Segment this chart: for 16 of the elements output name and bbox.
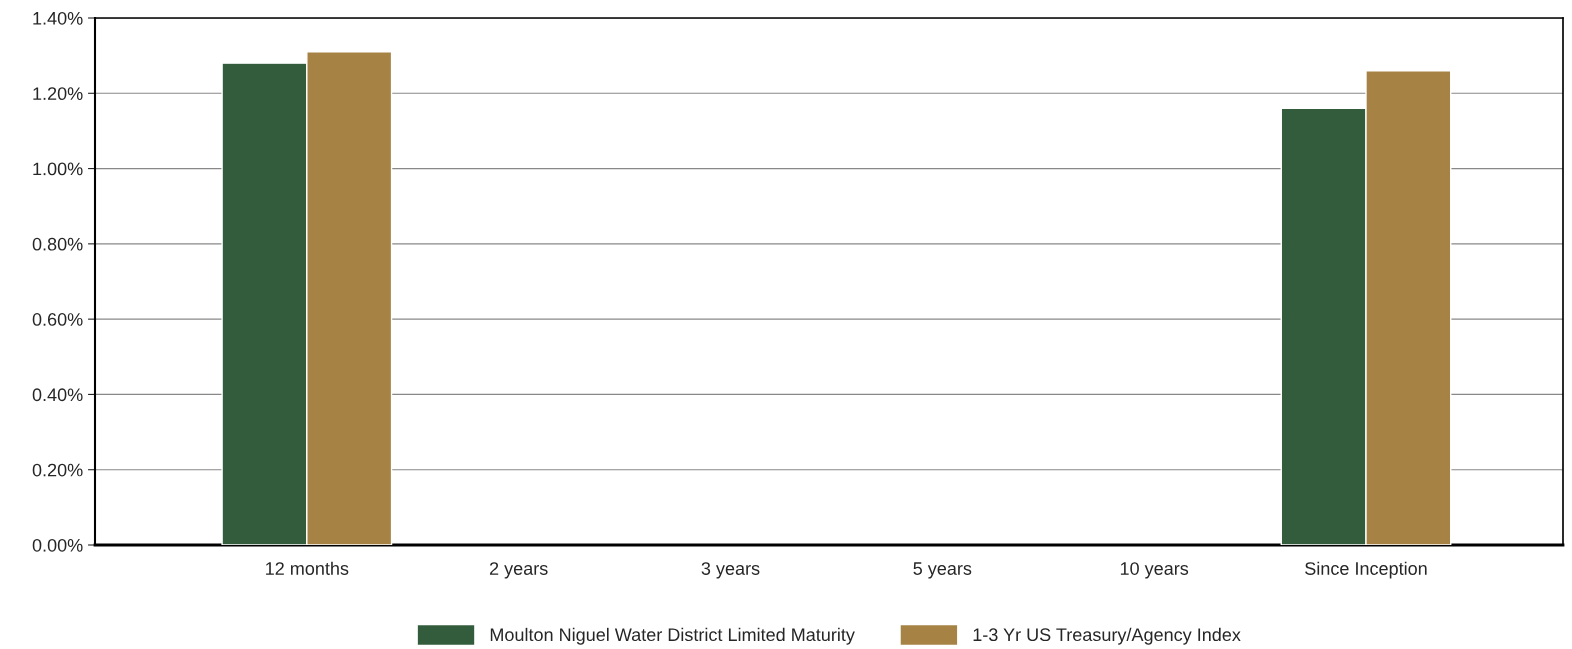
y-tick-label: 1.00% bbox=[33, 162, 83, 176]
x-tick-label: 3 years bbox=[701, 562, 760, 579]
y-tick-label: 1.20% bbox=[33, 87, 83, 101]
x-tick-label: 12 months bbox=[266, 561, 349, 575]
y-tick-label: 1.40% bbox=[33, 11, 83, 25]
x-tick-label: 5 years bbox=[913, 562, 972, 579]
y-tick-label: 0.40% bbox=[32, 388, 83, 402]
legend-label: Moulton Niguel Water District Limited Maturity bbox=[490, 627, 855, 645]
y-tick-label: 0.20% bbox=[32, 463, 83, 477]
y-tick-label: 0.00% bbox=[32, 538, 83, 552]
x-tick-label: Since Inception bbox=[1305, 561, 1427, 579]
y-tick-label: 0.60% bbox=[32, 313, 83, 326]
x-tick-label: 10 years bbox=[1120, 562, 1189, 579]
x-tick-label: 2 years bbox=[489, 562, 548, 579]
y-tick-label: 0.80% bbox=[32, 237, 83, 251]
legend-label: 1-3 Yr US Treasury/Agency Index bbox=[973, 627, 1241, 645]
